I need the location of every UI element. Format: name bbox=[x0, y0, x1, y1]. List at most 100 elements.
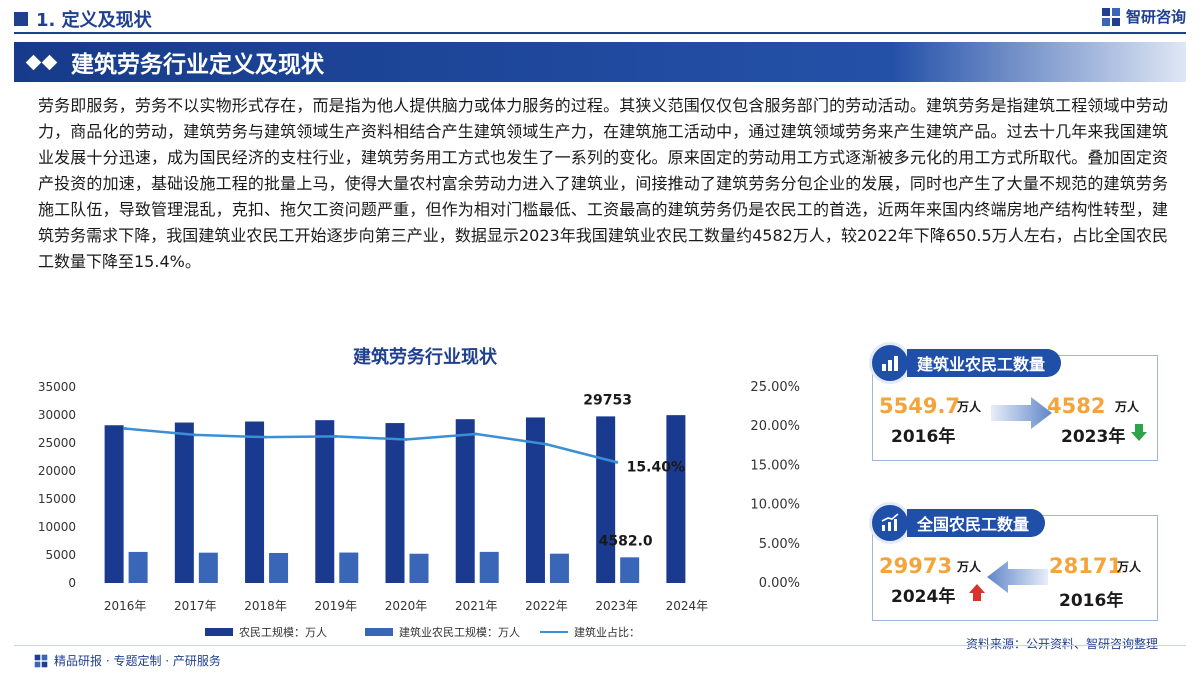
legend-item-share: 建筑业占比： bbox=[540, 624, 640, 640]
diamond-icon bbox=[41, 54, 58, 70]
data-source: 资料来源：公开资料、智研咨询整理 bbox=[965, 637, 1158, 651]
legend-label: 建筑业农民工规模：万人 bbox=[399, 626, 520, 639]
legend-swatch bbox=[205, 628, 233, 636]
line-point bbox=[264, 435, 268, 439]
arrow-down-icon bbox=[1131, 424, 1147, 441]
line-point bbox=[404, 438, 408, 442]
x-axis-tick-label: 2016年 bbox=[104, 599, 147, 613]
tagline-text: 精品研报 · 专题定制 · 产研服务 bbox=[54, 654, 221, 668]
left-axis-tick-label: 5000 bbox=[45, 548, 76, 562]
data-label: 29753 bbox=[583, 392, 632, 408]
data-label: 4582.0 bbox=[599, 533, 653, 549]
bar-farmers bbox=[174, 422, 194, 583]
right-axis-tick-label: 15.00% bbox=[750, 458, 800, 473]
year-label: 2023年 bbox=[1061, 427, 1126, 447]
title-banner: 建筑劳务行业定义及现状 bbox=[14, 42, 1186, 82]
line-point bbox=[193, 433, 197, 437]
x-axis-tick-label: 2024年 bbox=[666, 599, 709, 613]
card-header: 全国农民工数量 bbox=[869, 502, 1046, 544]
arrow-up-icon bbox=[969, 584, 985, 601]
year-label: 2016年 bbox=[1059, 591, 1124, 611]
bar-construction bbox=[549, 553, 569, 583]
diamond-icon bbox=[25, 54, 42, 70]
bar-farmers bbox=[104, 425, 124, 583]
value-2016: 28171 bbox=[1049, 554, 1123, 578]
bar-construction bbox=[479, 551, 499, 583]
bar-farmers bbox=[315, 420, 335, 583]
right-axis-tick-label: 25.00% bbox=[750, 380, 800, 395]
bar-farmers bbox=[666, 415, 686, 583]
bar-construction bbox=[198, 552, 218, 583]
right-axis-tick-label: 0.00% bbox=[759, 576, 800, 591]
section-header: 1. 定义及现状 bbox=[14, 6, 152, 32]
bar-farmers bbox=[596, 416, 616, 583]
bar-farmers bbox=[385, 423, 405, 583]
national-workers-card: 全国农民工数量 29973 万人 2024年 28171 万人 2016年 bbox=[869, 502, 1158, 621]
x-axis-tick-label: 2020年 bbox=[385, 599, 428, 613]
line-point bbox=[615, 460, 619, 464]
left-axis-tick-label: 10000 bbox=[38, 520, 76, 534]
x-axis-tick-label: 2018年 bbox=[244, 599, 287, 613]
footer-divider bbox=[14, 645, 1186, 646]
right-axis-tick-label: 20.00% bbox=[750, 419, 800, 434]
legend-swatch bbox=[365, 628, 393, 636]
left-axis-tick-label: 30000 bbox=[38, 408, 76, 422]
header-divider bbox=[14, 32, 1186, 34]
value-2024: 29973 bbox=[879, 554, 953, 578]
bar-construction bbox=[339, 552, 359, 583]
unit-label: 万人 bbox=[1117, 560, 1142, 574]
right-axis-tick-label: 5.00% bbox=[759, 537, 800, 552]
legend-swatch bbox=[540, 631, 568, 633]
chart-icon bbox=[869, 342, 911, 384]
year-label: 2024年 bbox=[891, 587, 956, 607]
card-title: 建筑业农民工数量 bbox=[907, 349, 1062, 377]
line-point bbox=[334, 434, 338, 438]
x-axis-tick-label: 2021年 bbox=[455, 599, 498, 613]
line-point bbox=[123, 427, 127, 431]
line-share bbox=[124, 427, 617, 464]
legend-item-farmers: 农民工规模：万人 bbox=[205, 624, 327, 640]
section-title: 1. 定义及现状 bbox=[36, 10, 152, 31]
arrow-left-icon bbox=[987, 561, 1048, 593]
construction-workers-card: 建筑业农民工数量 5549.7 万人 2016年 4582 万人 2023年 bbox=[869, 342, 1158, 461]
bar-construction bbox=[128, 551, 148, 583]
line-point bbox=[544, 442, 548, 446]
bar-construction bbox=[620, 557, 640, 583]
unit-label: 万人 bbox=[957, 560, 982, 574]
right-axis-tick-label: 10.00% bbox=[750, 498, 800, 513]
value-2016: 5549.7 bbox=[879, 394, 961, 418]
arrow-right-icon bbox=[991, 397, 1052, 429]
left-axis-tick-label: 0 bbox=[68, 576, 76, 590]
year-label: 2016年 bbox=[891, 427, 956, 447]
card-title: 全国农民工数量 bbox=[907, 509, 1046, 537]
x-axis-tick-label: 2019年 bbox=[315, 599, 358, 613]
card-header: 建筑业农民工数量 bbox=[869, 342, 1062, 384]
x-axis-tick-label: 2022年 bbox=[525, 599, 568, 613]
left-axis-tick-label: 15000 bbox=[38, 492, 76, 506]
bar-construction bbox=[409, 553, 429, 583]
section-marker bbox=[14, 12, 28, 26]
bar-farmers bbox=[245, 421, 265, 583]
brand-name: 智研咨询 bbox=[1125, 8, 1186, 26]
left-axis-tick-label: 20000 bbox=[38, 464, 76, 478]
brand-logo-icon bbox=[34, 654, 48, 667]
unit-label: 万人 bbox=[957, 400, 982, 414]
x-axis-tick-label: 2017年 bbox=[174, 599, 217, 613]
combo-chart: 0 5000 10000 15000 20000 25000 30000 35000 0.00%… bbox=[38, 380, 800, 613]
chart-title: 建筑劳务行业现状 bbox=[353, 347, 497, 368]
bar-farmers bbox=[525, 417, 545, 583]
trend-chart-icon bbox=[869, 502, 911, 544]
banner-title: 建筑劳务行业定义及现状 bbox=[71, 52, 324, 78]
data-label: 15.40% bbox=[627, 459, 685, 475]
description-paragraph: 劳务即服务，劳务不以实物形式存在，而是指为他人提供脑力或体力服务的过程。其狭义范… bbox=[38, 96, 1168, 271]
footer-tagline: 精品研报 · 专题定制 · 产研服务 bbox=[34, 652, 221, 669]
value-2023: 4582 bbox=[1047, 394, 1106, 418]
line-point bbox=[474, 432, 478, 436]
left-axis-tick-label: 25000 bbox=[38, 436, 76, 450]
brand-logo-icon bbox=[1101, 7, 1120, 26]
legend-label: 农民工规模：万人 bbox=[239, 626, 327, 639]
unit-label: 万人 bbox=[1115, 400, 1140, 414]
bar-farmers bbox=[455, 419, 475, 583]
x-axis-tick-label: 2023年 bbox=[595, 599, 638, 613]
legend-label: 建筑业占比： bbox=[574, 626, 640, 639]
